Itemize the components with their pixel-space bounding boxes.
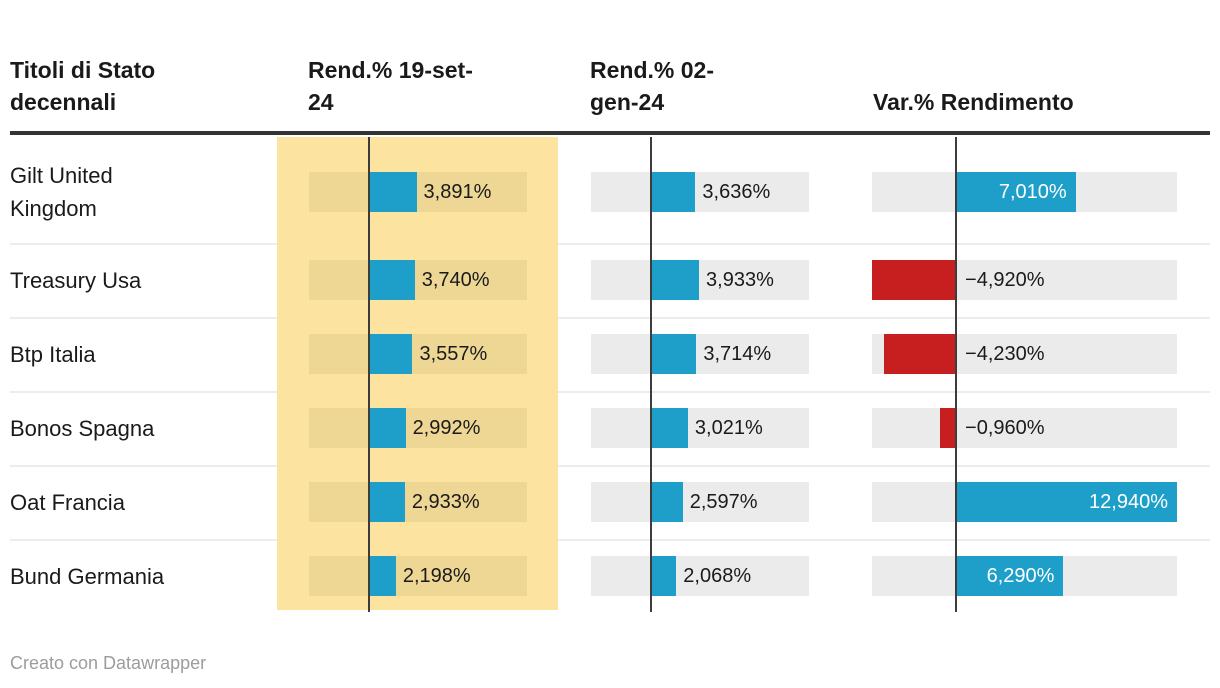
bar-cell: 3,021% — [591, 408, 809, 448]
row-separator — [10, 243, 1210, 245]
datawrapper-credit-link[interactable]: Creato con Datawrapper — [10, 653, 207, 673]
row-label: Bonos Spagna — [10, 415, 155, 441]
axis-line — [368, 137, 371, 612]
column-header-line: Var.% Rendimento — [873, 89, 1074, 115]
bar — [369, 171, 417, 212]
bar — [369, 556, 396, 596]
bar-cell: 3,714% — [591, 334, 809, 374]
axis-line — [650, 137, 653, 612]
bar — [369, 260, 415, 300]
column-header-line: decennali — [10, 89, 117, 115]
bar-value-label: 2,597% — [689, 491, 758, 513]
bar-value-label: 3,636% — [702, 180, 771, 203]
bar-value-label: 6,290% — [986, 565, 1055, 587]
bar-cell: 6,290% — [872, 556, 1177, 596]
bar — [956, 171, 1076, 212]
column-header-line: gen-24 — [590, 89, 665, 115]
bar-cell: 3,636% — [591, 171, 809, 212]
bar — [651, 482, 683, 522]
bar-value-label: 12,940% — [1089, 491, 1168, 513]
bar — [369, 482, 405, 522]
bar-cell: −4,920% — [872, 260, 1177, 300]
column-header-line: 24 — [308, 89, 334, 115]
bar — [369, 334, 413, 374]
bar — [883, 334, 957, 374]
bar-value-label: −0,960% — [965, 417, 1045, 439]
table-row: Treasury Usa 3,740% 3,933% −4,920% — [0, 243, 1220, 317]
row-label: Oat Francia — [10, 489, 125, 515]
bar-value-label: 2,933% — [411, 491, 480, 513]
row-label: Gilt United Kingdom — [10, 162, 113, 221]
bar-cell: 2,198% — [309, 556, 527, 596]
column-header-line: Rend.% 02- — [590, 57, 714, 83]
column-header-rend-19-set-24: Rend.% 19-set- 24 — [308, 38, 473, 131]
column-header-var-rendimento: Var.% Rendimento — [873, 38, 1074, 131]
bar-cell: 2,597% — [591, 482, 809, 522]
bar — [651, 556, 677, 596]
bar-value-label: 3,740% — [421, 269, 490, 291]
bar-cell: 7,010% — [872, 171, 1177, 212]
column-header-line: Rend.% 19-set- — [308, 57, 473, 83]
row-label: Btp Italia — [10, 341, 96, 367]
table-row: Oat Francia 2,933% 2,597% 12,940% — [0, 465, 1220, 539]
bar-cell: 12,940% — [872, 482, 1177, 522]
table-row: Bund Germania 2,198% 2,068% 6,290% — [0, 539, 1220, 613]
bar-value-label: 2,198% — [402, 565, 471, 587]
bar — [651, 408, 688, 448]
bar-value-label: 7,010% — [998, 180, 1067, 203]
bar-cell: 3,891% — [309, 171, 527, 212]
table-row: Bonos Spagna 2,992% 3,021% −0,960% — [0, 391, 1220, 465]
bar-value-label: −4,920% — [965, 269, 1045, 291]
bar-cell: 2,068% — [591, 556, 809, 596]
row-label: Bund Germania — [10, 563, 165, 589]
bar — [651, 334, 697, 374]
bar-value-label: 3,933% — [706, 269, 774, 291]
row-label: Treasury Usa — [10, 267, 142, 293]
bar-value-label: 2,992% — [412, 417, 481, 439]
bar — [369, 408, 406, 448]
bar-cell: 3,933% — [591, 260, 809, 300]
bar-value-label: 3,021% — [694, 417, 763, 439]
table-row: Gilt United Kingdom 3,891% 3,636% 7,010% — [0, 140, 1220, 243]
bar — [956, 556, 1064, 596]
column-header-rend-02-gen-24: Rend.% 02- gen-24 — [590, 38, 714, 131]
row-separator — [10, 391, 1210, 393]
bar — [956, 482, 1177, 522]
column-header-line: Titoli di Stato — [10, 57, 156, 83]
bar — [939, 408, 957, 448]
bar-cell: 2,933% — [309, 482, 527, 522]
bar-cell: −0,960% — [872, 408, 1177, 448]
bar-value-label: 3,714% — [703, 343, 772, 365]
header-rule — [10, 131, 1210, 135]
bar-cell: 3,557% — [309, 334, 527, 374]
row-separator — [10, 465, 1210, 467]
axis-line — [955, 137, 958, 612]
row-separator — [10, 317, 1210, 319]
bar-value-label: −4,230% — [965, 343, 1045, 365]
bar-cell: −4,230% — [872, 334, 1177, 374]
bar — [651, 171, 696, 212]
column-header-titoli: Titoli di Stato decennali — [10, 38, 155, 131]
bar-value-label: 3,891% — [423, 180, 492, 203]
table-row: Btp Italia 3,557% 3,714% −4,230% — [0, 317, 1220, 391]
bar — [651, 260, 700, 300]
bar-value-label: 2,068% — [683, 565, 752, 587]
bar-cell: 3,740% — [309, 260, 527, 300]
bar — [872, 260, 957, 300]
row-separator — [10, 539, 1210, 541]
bar-value-label: 3,557% — [419, 343, 488, 365]
bar-cell: 2,992% — [309, 408, 527, 448]
